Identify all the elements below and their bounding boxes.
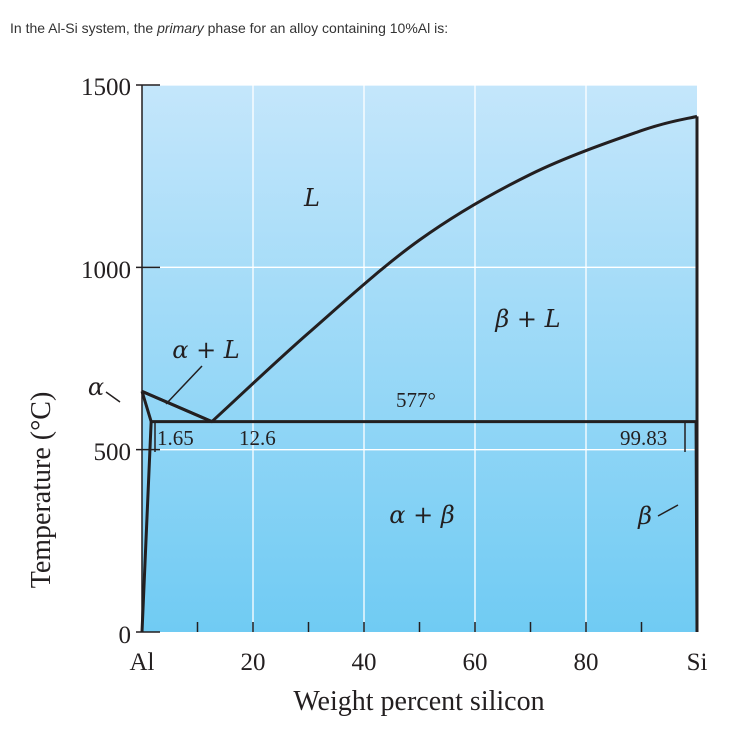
label-12-6: 12.6 — [239, 426, 276, 450]
leader-alpha-plus-liquid — [165, 365, 203, 405]
label-alpha-plus-beta: α + β — [389, 501, 454, 529]
label-99-83: 99.83 — [620, 426, 667, 450]
label-beta-plus-liquid: β + L — [494, 305, 560, 333]
y-tick-label-1000: 1000 — [81, 257, 131, 284]
y-tick-label-1500: 1500 — [81, 74, 131, 101]
question-text-after: phase for an alloy containing 10%Al is: — [203, 20, 449, 36]
x-axis-title: Weight percent silicon — [293, 686, 544, 717]
question-text-emphasis: primary — [157, 20, 204, 36]
grid — [142, 84, 697, 632]
y-tick-label-500: 500 — [94, 439, 132, 466]
question-text-before: In the Al-Si system, the — [10, 20, 158, 36]
label-alpha: α — [88, 373, 104, 401]
label-beta: β — [637, 502, 652, 530]
leader-lines — [105, 365, 686, 517]
plot-area — [142, 85, 697, 632]
al-liquidus-segment — [141, 389, 213, 423]
x-tick-label-al: Al — [130, 649, 155, 676]
liquidus-curve — [141, 114, 698, 424]
label-577: 577° — [396, 388, 436, 412]
axes — [136, 84, 160, 633]
phase-boundaries — [140, 114, 699, 633]
question-text: In the Al-Si system, the primary phase f… — [10, 20, 448, 36]
label-liquid: L — [303, 184, 320, 212]
y-tick-label-0: 0 — [119, 622, 132, 649]
x-tick-label-20: 20 — [241, 649, 266, 676]
x-tick-label-40: 40 — [352, 649, 377, 676]
x-tick-label-80: 80 — [574, 649, 599, 676]
x-tick-label-60: 60 — [463, 649, 488, 676]
leader-alpha — [105, 391, 121, 403]
label-alpha-plus-liquid: α + L — [172, 336, 240, 364]
x-tick-label-si: Si — [687, 649, 708, 676]
x-ticks — [196, 622, 643, 632]
label-1-65: 1.65 — [157, 426, 194, 450]
y-axis-title: Temperature (°C) — [26, 392, 57, 589]
leader-beta — [657, 504, 679, 517]
